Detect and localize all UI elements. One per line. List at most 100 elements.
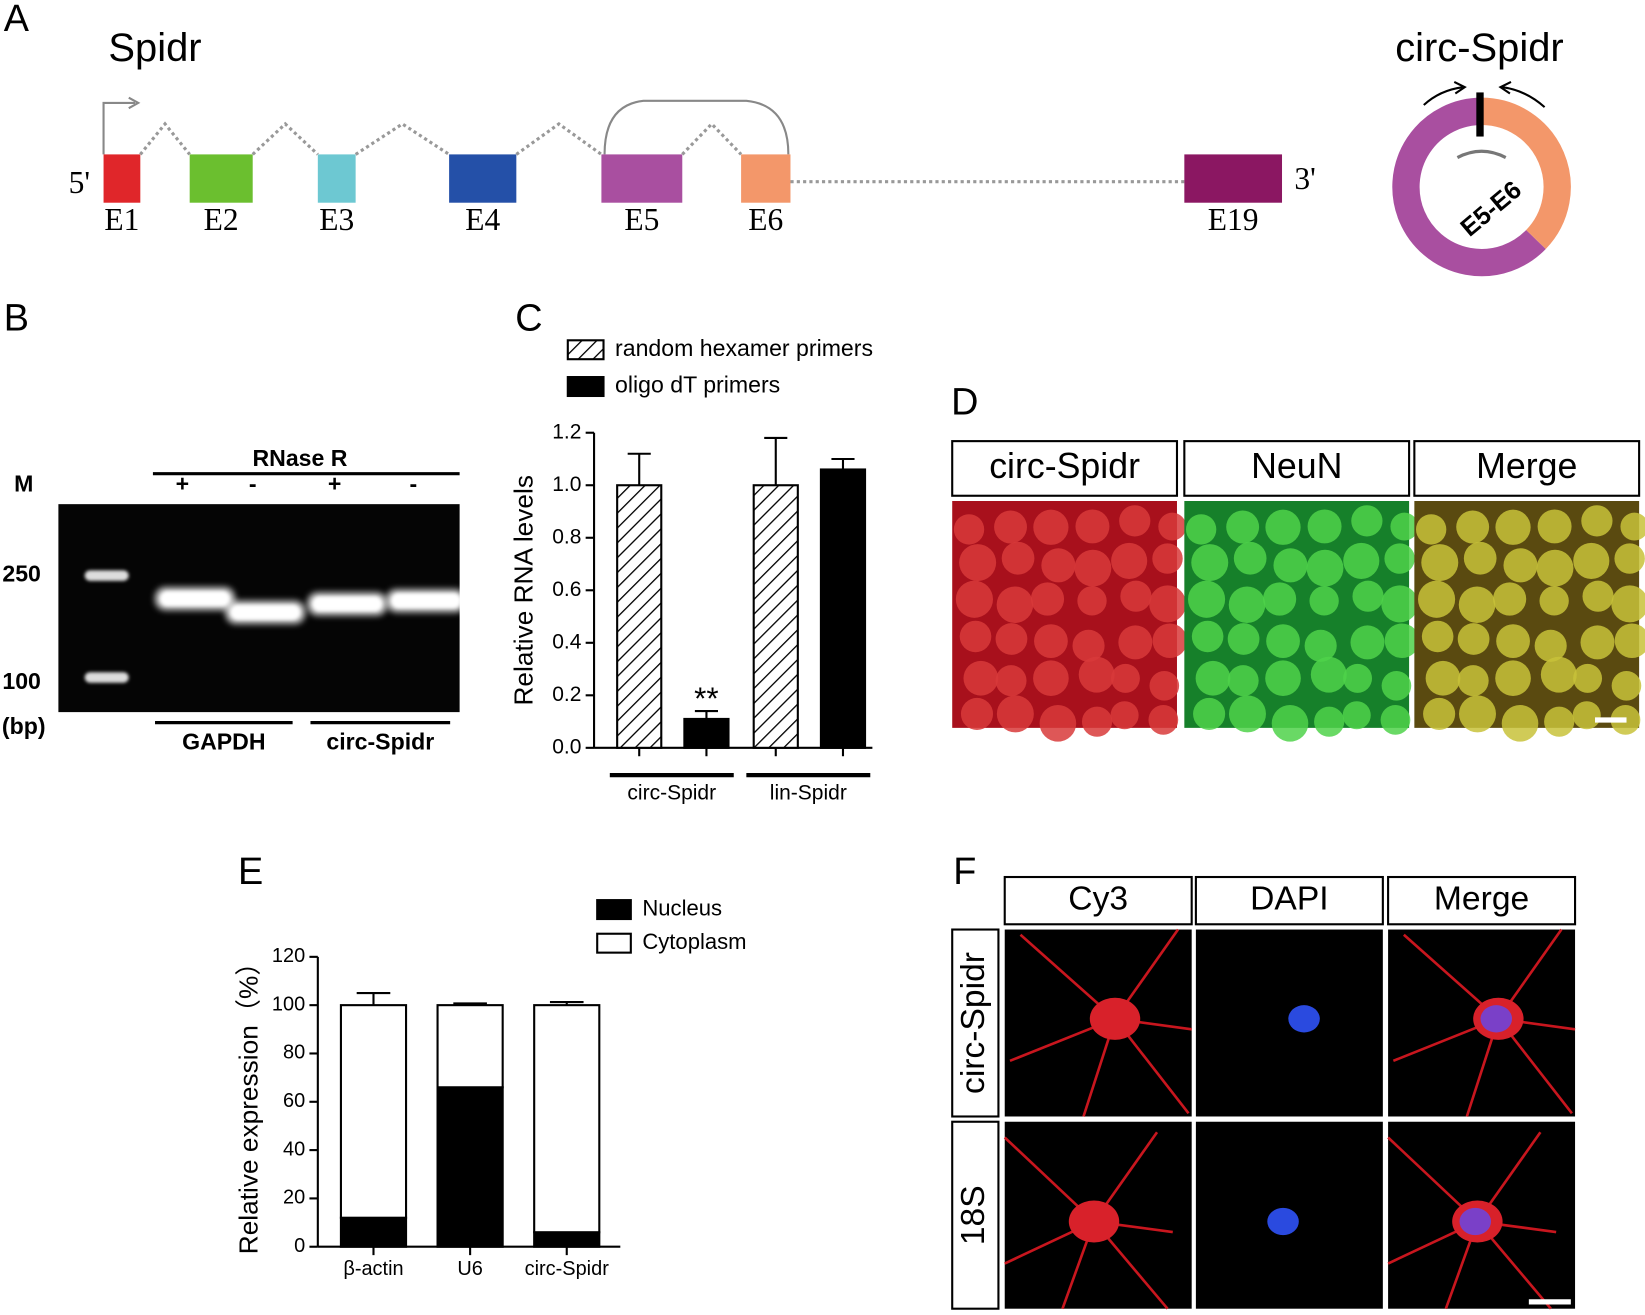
header-label: circ-Spidr: [955, 952, 992, 1094]
cell: [1078, 656, 1115, 693]
cell: [1503, 548, 1538, 583]
gene-label: circ-Spidr: [326, 729, 434, 755]
cell: [1072, 629, 1105, 662]
x-tick-label: U6: [457, 1258, 482, 1280]
marker-band: [84, 672, 129, 683]
x-tick-label: lin-Spidr: [770, 782, 847, 805]
cell: [1417, 580, 1456, 618]
cell: [1228, 586, 1266, 623]
panel-label: A: [4, 0, 30, 40]
cell: [1582, 580, 1614, 612]
cell: [1457, 665, 1489, 697]
cell: [1581, 505, 1613, 537]
cell: [1540, 656, 1577, 693]
cell: [1306, 549, 1344, 587]
exon-label: E5: [624, 202, 659, 237]
cell: [1195, 660, 1231, 696]
cell: [1074, 549, 1112, 587]
legend-swatch: [566, 376, 605, 398]
cell: [996, 695, 1034, 733]
cell: [1580, 625, 1615, 660]
cell: [1158, 512, 1187, 541]
intron: [139, 121, 191, 156]
cell: [1390, 512, 1419, 541]
cell: [1351, 505, 1383, 537]
backsplice-arc: [603, 99, 790, 155]
cell: [1193, 697, 1226, 730]
lane-sign: +: [176, 470, 190, 496]
cell: [1463, 541, 1497, 575]
cell: [1456, 510, 1490, 544]
legend-swatch: [566, 339, 605, 361]
cell: [1381, 585, 1419, 623]
cell: [1227, 665, 1259, 697]
exon: [449, 154, 517, 203]
bar: [819, 468, 867, 749]
gene-label: GAPDH: [182, 729, 265, 755]
cell: [1493, 582, 1527, 616]
cell: [1118, 625, 1153, 660]
circ-segment: [1392, 97, 1546, 277]
soma: [1068, 1200, 1120, 1243]
y-tick-label: 40: [283, 1138, 305, 1160]
annotation: **: [694, 680, 719, 716]
cell: [1265, 660, 1301, 697]
lane-sign: -: [249, 470, 257, 496]
size-label: 250: [2, 561, 41, 587]
cell: [1149, 585, 1187, 623]
header-box: [951, 928, 1000, 1118]
cell: [1380, 705, 1411, 735]
y-tick-label: 1.2: [552, 420, 581, 443]
exon: [601, 154, 683, 203]
cell: [1572, 701, 1601, 730]
gel-band: [230, 604, 300, 620]
cell: [1265, 509, 1301, 545]
header-box: [951, 1120, 1000, 1310]
bar: [616, 484, 663, 749]
y-axis-label: Relative RNA levels: [509, 475, 539, 706]
panel-label: F: [953, 851, 976, 893]
cell: [1614, 543, 1645, 574]
bar-segment: [339, 1004, 408, 1219]
cell: [1384, 543, 1415, 574]
cell: [1039, 705, 1077, 742]
cell: [1350, 625, 1385, 660]
three-prime: 3': [1294, 161, 1315, 196]
cell: [1501, 705, 1539, 742]
probe-arc: [1456, 149, 1507, 159]
cell: [1614, 623, 1645, 659]
cell: [1352, 580, 1384, 612]
cell: [1110, 663, 1140, 693]
header-box: [1387, 875, 1577, 926]
cell: [1271, 705, 1309, 742]
cell: [1457, 623, 1490, 655]
intron: [681, 121, 743, 156]
exon-label: E19: [1208, 202, 1259, 237]
promoter-head: [128, 96, 141, 110]
cell: [1191, 620, 1224, 653]
primer-head: [1498, 80, 1512, 95]
cell: [1309, 586, 1339, 616]
header-label: Merge: [1476, 446, 1577, 486]
exon: [189, 154, 253, 203]
cell: [1310, 656, 1347, 693]
cell: [1263, 582, 1297, 616]
five-prime: 5': [69, 165, 90, 200]
nucleus: [1267, 1207, 1299, 1236]
cell: [1081, 706, 1113, 737]
cell: [1495, 660, 1531, 697]
bar: [752, 484, 799, 749]
y-tick-label: 80: [283, 1042, 305, 1064]
cell: [1537, 509, 1572, 544]
legend-swatch: [596, 899, 632, 921]
enzyme-label: RNase R: [252, 445, 347, 471]
cell: [1536, 549, 1574, 587]
cell: [953, 514, 985, 545]
cell: [960, 697, 994, 730]
cell: [1001, 541, 1035, 575]
cell: [1415, 514, 1447, 545]
cell: [1573, 663, 1603, 693]
cell: [1384, 623, 1420, 659]
